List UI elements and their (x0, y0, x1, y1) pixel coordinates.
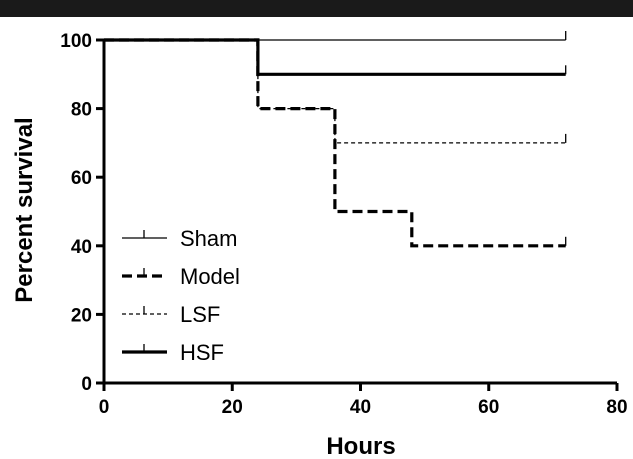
x-axis-title: Hours (326, 433, 395, 459)
y-tick-label: 60 (71, 168, 92, 189)
x-tick-label: 20 (222, 397, 243, 418)
x-tick-label: 60 (478, 397, 499, 418)
legend-label-model: Model (180, 264, 240, 289)
y-tick-label: 20 (71, 305, 92, 326)
y-tick-label: 100 (60, 31, 92, 52)
y-tick-label: 80 (71, 100, 92, 121)
x-tick-label: 0 (99, 397, 110, 418)
series-layer (104, 31, 567, 248)
x-tick-label: 80 (606, 397, 627, 418)
top-bar (0, 0, 633, 17)
series-line-lsf (104, 39, 566, 144)
y-tick-label: 40 (71, 237, 92, 258)
y-axis-title: Percent survival (11, 117, 38, 302)
series-line-hsf (104, 38, 566, 76)
legend-label-hsf: HSF (180, 340, 224, 365)
axes-layer: 0 20 40 60 80 0 20 40 60 80 100 (60, 31, 627, 418)
x-tick-label: 40 (350, 397, 371, 418)
legend-label-lsf: LSF (180, 302, 220, 327)
series-line-model (104, 38, 566, 248)
legend-label-sham: Sham (180, 226, 237, 251)
legend: Sham Model LSF HSF (122, 226, 240, 365)
y-tick-label: 0 (81, 374, 92, 395)
